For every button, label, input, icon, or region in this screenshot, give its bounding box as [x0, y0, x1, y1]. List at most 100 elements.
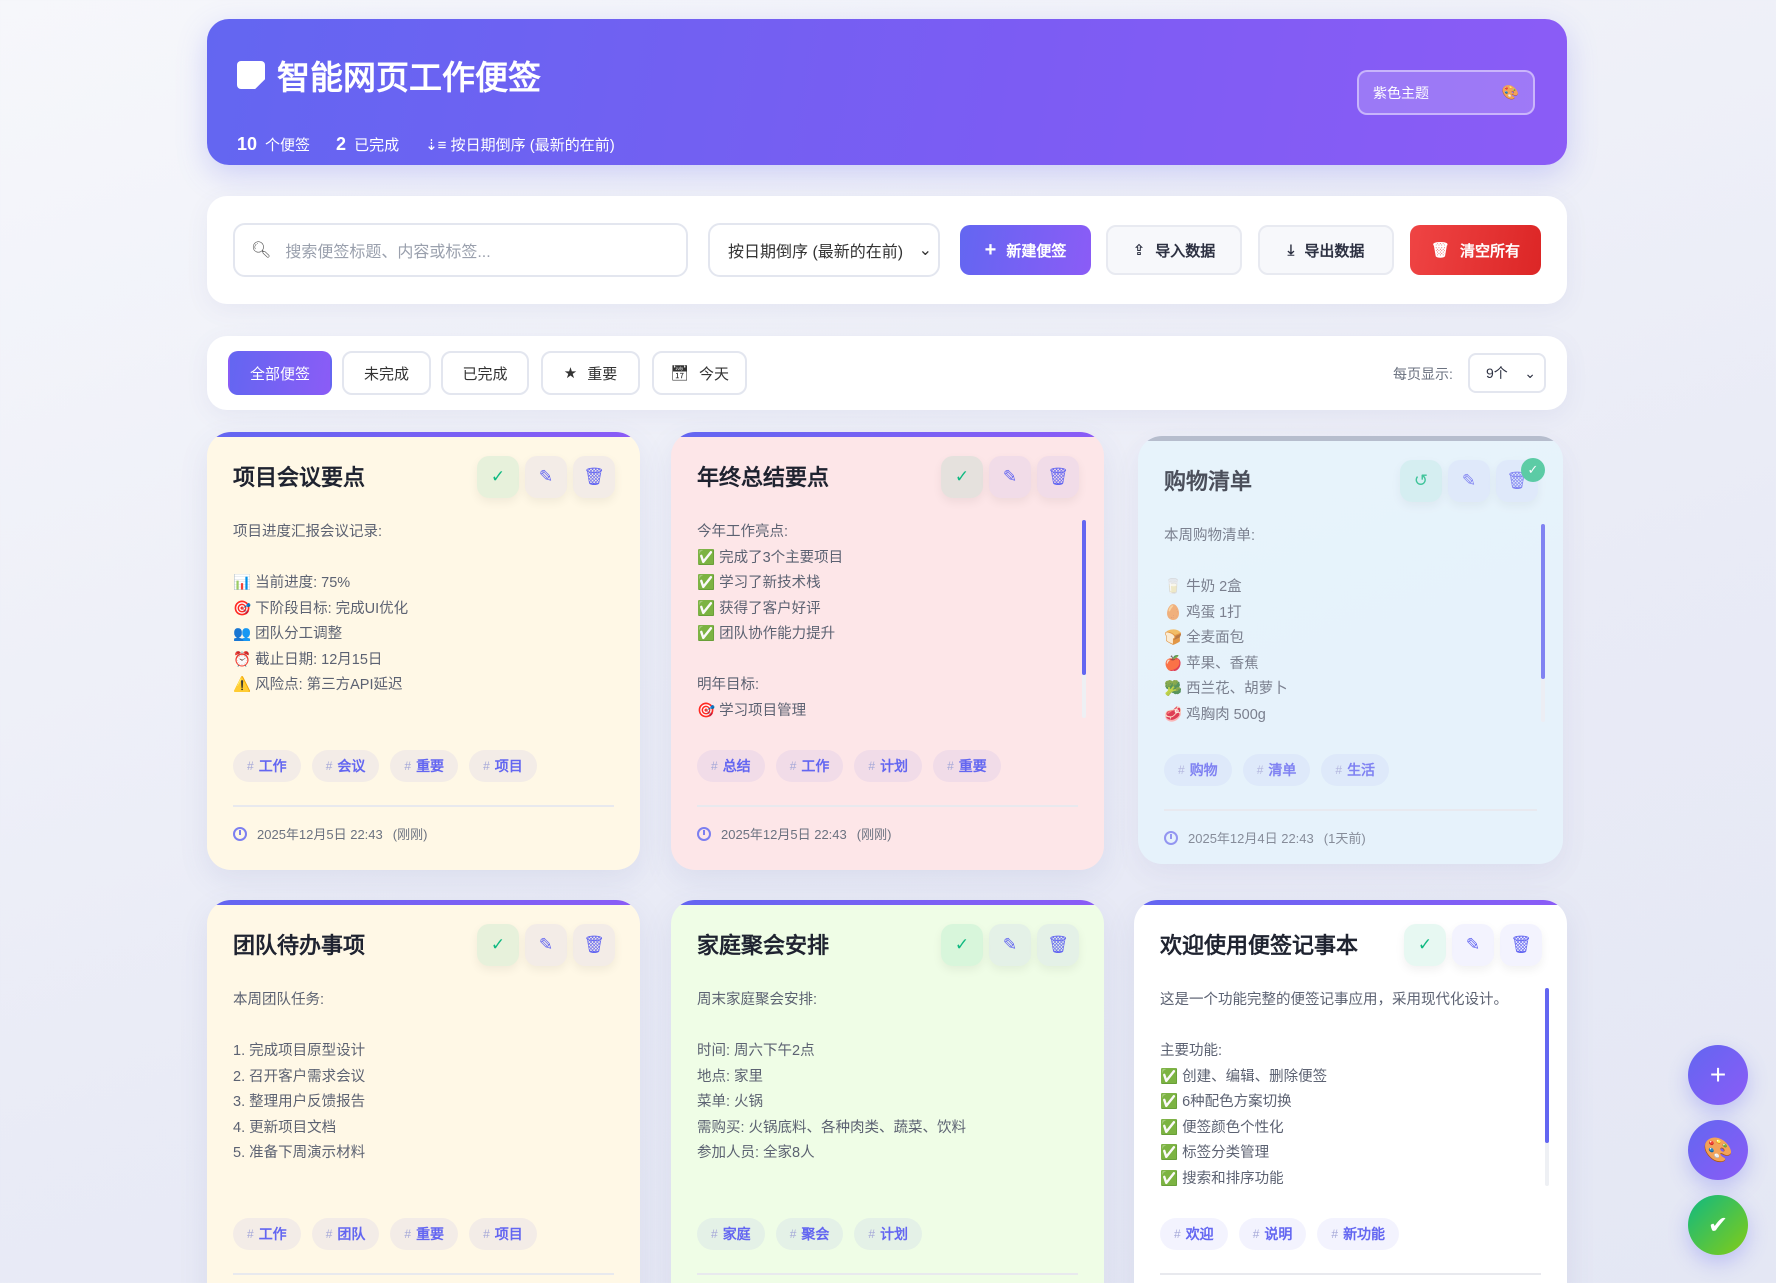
tag[interactable]: # 计划: [854, 1218, 923, 1250]
edit-icon: ✎: [1461, 471, 1477, 490]
tag[interactable]: # 新功能: [1317, 1218, 1400, 1250]
edit-button[interactable]: ✎: [525, 924, 567, 966]
tag[interactable]: # 重要: [390, 750, 459, 782]
note-tags: # 家庭 # 聚会 # 计划: [697, 1218, 923, 1250]
tag[interactable]: # 家庭: [697, 1218, 765, 1250]
delete-button[interactable]: 🗑︎: [573, 456, 615, 498]
fab-complete-all[interactable]: ✔: [1688, 1195, 1748, 1255]
edit-button[interactable]: ✎: [525, 456, 567, 498]
delete-button[interactable]: 🗑︎: [1037, 456, 1079, 498]
content-scrollbar[interactable]: [1082, 520, 1086, 718]
tag[interactable]: # 重要: [933, 750, 1001, 782]
per-page-select[interactable]: 9个 ⌄: [1468, 353, 1546, 393]
plus-icon: +: [984, 238, 997, 261]
tag[interactable]: # 清单: [1242, 754, 1311, 786]
undo-icon: ↺: [1413, 471, 1429, 490]
note-tags: # 工作 # 会议 # 重要 # 项目: [233, 750, 537, 782]
trash-icon: 🗑︎: [1510, 935, 1532, 954]
complete-button[interactable]: ✓: [1404, 924, 1446, 966]
check-icon: ✓: [490, 935, 506, 954]
edit-button[interactable]: ✎: [989, 924, 1031, 966]
tag[interactable]: # 聚会: [775, 1218, 844, 1250]
tag[interactable]: # 会议: [311, 750, 380, 782]
note-line: 项目进度汇报会议记录:: [233, 524, 383, 540]
clear-all-button[interactable]: 🗑︎ 清空所有: [1410, 225, 1541, 275]
divider: [233, 805, 614, 807]
filter-all[interactable]: 全部便签: [228, 351, 332, 395]
tag[interactable]: # 团队: [311, 1218, 380, 1250]
complete-button[interactable]: ✓: [477, 924, 519, 966]
calendar-icon: 📅︎: [669, 365, 690, 382]
complete-button[interactable]: ✓: [941, 924, 983, 966]
content-scrollbar[interactable]: [1545, 988, 1549, 1186]
tag[interactable]: # 计划: [854, 750, 923, 782]
note-count: 10 个便签: [237, 134, 311, 154]
tag[interactable]: # 购物: [1164, 754, 1232, 786]
edit-icon: ✎: [538, 467, 554, 486]
fab-theme[interactable]: 🎨: [1688, 1120, 1748, 1180]
filter-completed[interactable]: 已完成: [441, 351, 529, 395]
edit-icon: ✎: [538, 935, 554, 954]
complete-button[interactable]: ✓: [477, 456, 519, 498]
done-count: 2 已完成: [336, 134, 400, 154]
edit-button[interactable]: ✎: [1452, 924, 1494, 966]
clock-icon: [1164, 830, 1178, 845]
edit-button[interactable]: ✎: [1448, 460, 1490, 502]
tag[interactable]: # 工作: [233, 1218, 301, 1250]
note-line: 周末家庭聚会安排:: [697, 992, 818, 1008]
note-line: [1164, 550, 1534, 576]
export-button[interactable]: ⤓ 导出数据: [1258, 225, 1394, 275]
undo-button[interactable]: ↺: [1400, 460, 1442, 502]
tag[interactable]: # 总结: [697, 750, 765, 782]
trash-icon: 🗑︎: [1430, 242, 1451, 259]
theme-button[interactable]: 紫色主题 🎨: [1357, 70, 1535, 115]
note-line: [1160, 1014, 1530, 1040]
note-line: 🎯 学习项目管理: [697, 702, 807, 719]
note-actions: ↺ ✎ 🗑︎: [1400, 460, 1538, 502]
edit-button[interactable]: ✎: [989, 456, 1031, 498]
tag[interactable]: # 重要: [390, 1218, 459, 1250]
content-scrollbar[interactable]: [1541, 524, 1545, 722]
note-card[interactable]: 欢迎使用便签记事本 ✓ ✎ 🗑︎ 这是一个功能完整的便签记事应用，采用现代化设计…: [1134, 900, 1567, 1283]
note-line: ✅ 获得了客户好评: [697, 600, 821, 617]
note-card[interactable]: 家庭聚会安排 ✓ ✎ 🗑︎ 周末家庭聚会安排: 时间: 周六下午2点 地点: 家里菜…: [671, 900, 1104, 1283]
note-line: 3. 整理用户反馈报告: [233, 1094, 366, 1110]
tag[interactable]: # 工作: [233, 750, 301, 782]
tag[interactable]: # 欢迎: [1160, 1218, 1228, 1250]
tag[interactable]: # 生活: [1321, 754, 1390, 786]
check-icon: ✓: [1417, 935, 1433, 954]
note-card[interactable]: 团队待办事项 ✓ ✎ 🗑︎ 本周团队任务: 1. 完成项目原型设计 2. 召开客户需…: [207, 900, 640, 1283]
divider: [1160, 1273, 1541, 1275]
fab-add-note[interactable]: +: [1688, 1045, 1748, 1105]
sticky-note-icon: [237, 61, 265, 89]
note-card[interactable]: 年终总结要点 ✓ ✎ 🗑︎ 今年工作亮点: ✅ 完成了3个主要项目 ✅ 学习了新技术…: [671, 432, 1104, 870]
import-button[interactable]: ⇪ 导入数据: [1106, 225, 1242, 275]
filter-incomplete[interactable]: 未完成: [342, 351, 431, 395]
note-line: 参加人员: 全家8人: [697, 1145, 815, 1161]
delete-button[interactable]: 🗑︎: [1037, 924, 1079, 966]
note-title: 欢迎使用便签记事本: [1160, 933, 1359, 958]
tag[interactable]: # 项目: [469, 750, 537, 782]
note-card[interactable]: 购物清单 ↺ ✎ 🗑︎ ✓ 本周购物清单: 🥛 牛奶 2盒 🥚 鸡蛋 1打 🍞 全麦面包…: [1138, 436, 1563, 864]
note-line: 🎯 下阶段目标: 完成UI优化: [233, 600, 409, 617]
note-content: 项目进度汇报会议记录: 📊 当前进度: 75% 🎯 下阶段目标: 完成UI优化 👥 团…: [233, 520, 603, 718]
sort-select[interactable]: 按日期倒序 (最新的在前) ⌄: [708, 223, 940, 277]
filter-important[interactable]: ★ 重要: [541, 351, 640, 395]
delete-button[interactable]: 🗑︎: [573, 924, 615, 966]
note-line: ⚠️ 风险点: 第三方API延迟: [233, 677, 403, 693]
note-title: 购物清单: [1164, 469, 1253, 494]
note-title: 家庭聚会安排: [697, 933, 830, 958]
tag[interactable]: # 工作: [775, 750, 844, 782]
search-input[interactable]: 🔍︎ 搜索便签标题、内容或标签...: [233, 223, 688, 277]
filter-today[interactable]: 📅︎ 今天: [652, 351, 747, 395]
tag[interactable]: # 项目: [469, 1218, 537, 1250]
note-content: 这是一个功能完整的便签记事应用，采用现代化设计。 主要功能: ✅ 创建、编辑、删除便…: [1160, 988, 1530, 1186]
new-note-button[interactable]: + 新建便签: [960, 225, 1091, 275]
note-line: 👥 团队分工调整: [233, 626, 343, 642]
note-line: 需购买: 火锅底料、各种肉类、蔬菜、饮料: [697, 1119, 967, 1136]
note-card[interactable]: 项目会议要点 ✓ ✎ 🗑︎ 项目进度汇报会议记录: 📊 当前进度: 75% 🎯 下阶…: [207, 432, 640, 870]
complete-button[interactable]: ✓: [941, 456, 983, 498]
delete-button[interactable]: 🗑︎: [1500, 924, 1542, 966]
app-title-text: 智能网页工作便签: [277, 59, 541, 96]
tag[interactable]: # 说明: [1238, 1218, 1307, 1250]
